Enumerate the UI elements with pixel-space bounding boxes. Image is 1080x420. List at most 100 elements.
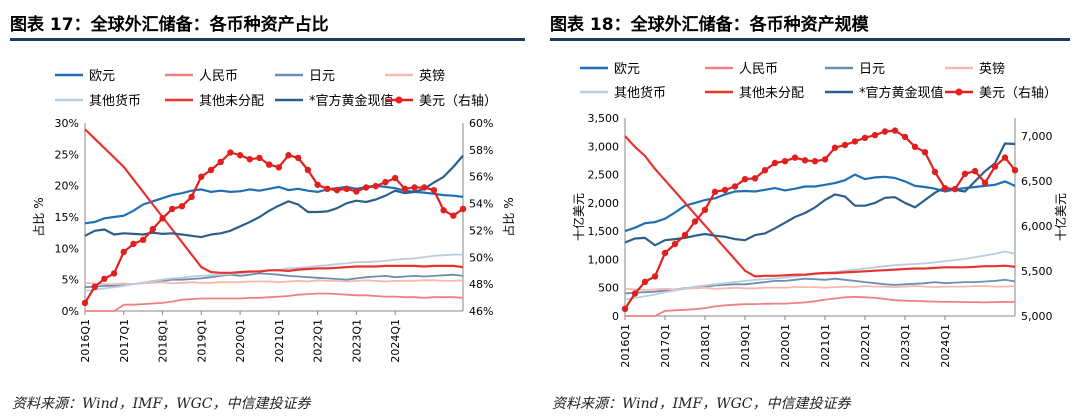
usd-point xyxy=(159,215,166,222)
usd-point xyxy=(411,184,418,191)
usd-point xyxy=(188,193,195,201)
legend-label: 欧元 xyxy=(614,62,640,77)
usd-point xyxy=(110,270,118,277)
usd-point xyxy=(891,127,899,134)
chart-title: 图表 17：全球外汇储备：各币种资产占比 xyxy=(10,15,329,35)
usd-point xyxy=(711,188,719,195)
usd-point xyxy=(236,152,244,159)
usd-point xyxy=(459,205,467,213)
legend-label: 日元 xyxy=(309,69,335,84)
usd-point xyxy=(631,290,639,297)
left-panel: 图表 17：全球外汇储备：各币种资产占比 欧元 人民币 日元 英镑 其他货币 其他未分配 *… xyxy=(10,15,525,412)
usd-point xyxy=(951,185,959,193)
y2-tick-label: 6,000 xyxy=(1021,220,1053,233)
usd-point xyxy=(911,143,919,150)
usd-point xyxy=(324,185,331,192)
usd-point xyxy=(971,167,979,175)
y2-tick-label: 56% xyxy=(469,171,493,184)
title-rule xyxy=(10,38,525,41)
right-panel: 图表 18：全球外汇储备：各币种资产规模 欧元 人民币 日元 英镑 其他货币 其他未分配 *… xyxy=(540,0,1080,420)
legend-label: 美元（右轴） xyxy=(979,86,1057,101)
usd-point xyxy=(295,154,302,162)
legend-label: *官方黄金现值 xyxy=(309,93,394,109)
source-note: 资料来源：Wind，IMF，WGC，中信建投证券 xyxy=(552,396,851,412)
usd-point xyxy=(139,236,147,244)
y2-tick-label: 60% xyxy=(469,117,493,130)
usd-point xyxy=(421,184,428,191)
y-tick-label: 0 xyxy=(612,310,619,323)
x-tick-label: 2020Q1 xyxy=(234,319,247,363)
usd-point xyxy=(761,167,769,174)
x-tick-label: 2021Q1 xyxy=(819,324,832,368)
usd-point xyxy=(430,186,438,194)
x-tick-label: 2022Q1 xyxy=(312,319,325,363)
usd-point xyxy=(198,173,205,180)
y2-tick-label: 52% xyxy=(469,224,493,237)
usd-point xyxy=(991,163,999,170)
x-tick-label: 2016Q1 xyxy=(79,319,92,363)
usd-point xyxy=(681,231,689,239)
x-tick-label: 2022Q1 xyxy=(859,324,872,368)
y-tick-label: 2,000 xyxy=(588,197,620,210)
x-tick-label: 2023Q1 xyxy=(899,324,912,368)
usd-point xyxy=(671,240,679,248)
usd-point xyxy=(401,185,409,192)
x-tick-label: 2016Q1 xyxy=(619,324,632,368)
y-tick-label: 20% xyxy=(55,180,79,193)
x-tick-label: 2019Q1 xyxy=(195,319,208,363)
y-tick-label: 3,000 xyxy=(588,140,620,153)
usd-point xyxy=(831,144,839,151)
x-tick-label: 2024Q1 xyxy=(389,319,402,363)
series-line-eur xyxy=(84,184,464,225)
usd-point xyxy=(691,218,699,225)
usd-point xyxy=(701,206,709,213)
usd-point xyxy=(721,186,729,194)
usd-point xyxy=(343,185,350,192)
usd-point xyxy=(621,305,629,312)
series-line-unalloc xyxy=(84,128,464,274)
usd-point xyxy=(130,240,137,248)
usd-point xyxy=(871,131,879,139)
x-tick-label: 2023Q1 xyxy=(350,319,363,363)
y-tick-label: 25% xyxy=(55,148,79,161)
y-tick-label: 1,500 xyxy=(588,225,620,238)
legend-label: 美元（右轴） xyxy=(419,94,497,109)
usd-point xyxy=(751,175,759,182)
legend-label: 人民币 xyxy=(199,69,238,84)
usd-point xyxy=(304,166,312,174)
series-line-gold xyxy=(624,142,1016,247)
y-tick-label: 10% xyxy=(55,242,79,255)
y-tick-label: 0% xyxy=(62,305,79,318)
y2-axis-title: 十亿美元 xyxy=(1053,193,1068,241)
x-tick-label: 2017Q1 xyxy=(659,324,672,368)
usd-point xyxy=(941,185,949,192)
usd-point xyxy=(921,149,929,156)
x-tick-label: 2021Q1 xyxy=(273,319,286,363)
usd-point xyxy=(931,168,939,176)
legend-label: 其他货币 xyxy=(89,93,141,109)
series-line-usd xyxy=(84,151,464,304)
legend-label: 其他货币 xyxy=(614,85,666,101)
y-axis-title: 十亿美元 xyxy=(571,193,586,241)
usd-point xyxy=(353,188,360,195)
usd-point xyxy=(169,205,176,213)
usd-point xyxy=(149,225,157,233)
x-tick-label: 2020Q1 xyxy=(779,324,792,368)
usd-point xyxy=(178,203,186,210)
y2-tick-label: 58% xyxy=(469,144,493,157)
series-line-eur xyxy=(624,173,1016,233)
usd-point xyxy=(256,154,263,162)
usd-point xyxy=(1001,154,1009,161)
series-line-gbp xyxy=(84,279,464,286)
legend-label: 日元 xyxy=(859,62,885,77)
usd-point xyxy=(217,158,224,166)
y-tick-label: 3,500 xyxy=(588,112,620,125)
y2-tick-label: 5,500 xyxy=(1021,265,1053,278)
usd-point xyxy=(841,141,849,149)
usd-point xyxy=(901,133,909,141)
usd-point xyxy=(285,152,292,159)
usd-point xyxy=(265,161,273,168)
x-tick-label: 2024Q1 xyxy=(939,324,952,368)
usd-point xyxy=(101,275,108,282)
